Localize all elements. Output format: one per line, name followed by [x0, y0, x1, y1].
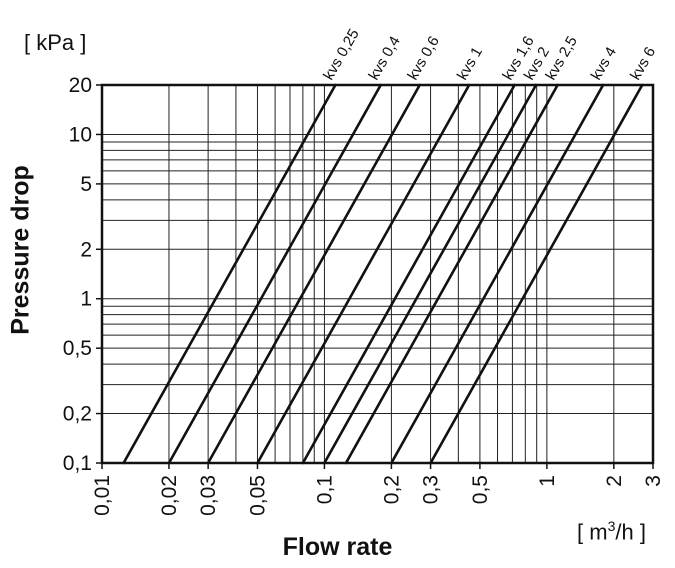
series-line-kvs-1-6: [301, 83, 516, 465]
series-line-kvs-6: [429, 83, 644, 465]
y-tick-label: 1: [80, 288, 92, 311]
y-tick-labels: 0,1 0,2 0,5 1 2 5 10 20: [63, 74, 92, 475]
series-label: kvs 1: [454, 44, 486, 83]
x-tick-label: 1: [536, 475, 559, 487]
series-line-kvs-0-6: [206, 83, 422, 465]
x-tick-label: 0,1: [313, 475, 336, 504]
y-tick-label: 0,2: [63, 403, 92, 426]
y-tick-label: 20: [69, 74, 92, 97]
series-label: kvs 4: [588, 44, 620, 83]
y-tick-label: 0,5: [63, 337, 92, 360]
plot-border: [100, 83, 655, 465]
series-line-kvs-0-4: [167, 83, 383, 465]
x-tick-label: 3: [642, 475, 665, 487]
x-unit-prefix: [ m: [577, 519, 608, 545]
y-tick-label: 5: [80, 173, 92, 196]
x-tick-label: 0,03: [197, 475, 220, 516]
y-tick-label: 0,1: [63, 452, 92, 475]
x-axis-unit: [ m3/h ]: [577, 518, 646, 545]
y-axis-title: Pressure drop: [6, 165, 35, 335]
series-label: kvs 0,6: [404, 33, 442, 83]
x-unit-suffix: /h ]: [615, 519, 646, 545]
x-tick-label: 0,05: [246, 475, 269, 516]
x-tick-label: 0,2: [380, 475, 403, 504]
x-tick-label: 2: [603, 475, 626, 487]
y-tick-label: 10: [69, 123, 92, 146]
series-label: kvs 0,25: [320, 26, 363, 83]
plot-frame: [96, 83, 655, 469]
x-unit-exponent: 3: [607, 518, 616, 534]
series-line-kvs-2-5: [344, 83, 559, 465]
series-label: kvs 0,4: [365, 33, 403, 83]
x-tick-label: 0,5: [469, 475, 492, 504]
y-tick-label: 2: [80, 238, 92, 261]
series-label: kvs 6: [627, 44, 659, 83]
series-lines: [122, 83, 644, 465]
x-tick-label: 0,02: [158, 475, 181, 516]
series-line-kvs-1: [256, 83, 471, 465]
series-line-kvs-0-25: [122, 83, 337, 465]
x-tick-labels: 0,01 0,02 0,03 0,05 0,1 0,2 0,3 0,5 1 2 3: [91, 475, 665, 516]
x-axis-title: Flow rate: [282, 533, 393, 561]
y-axis-unit: [ kPa ]: [24, 30, 87, 55]
y-axis-title-wrap: Pressure drop: [4, 120, 38, 380]
x-tick-label: 0,3: [420, 475, 443, 504]
series-line-kvs-4: [390, 83, 605, 465]
x-tick-label: 0,01: [91, 475, 114, 516]
series-line-kvs-2: [323, 83, 538, 465]
